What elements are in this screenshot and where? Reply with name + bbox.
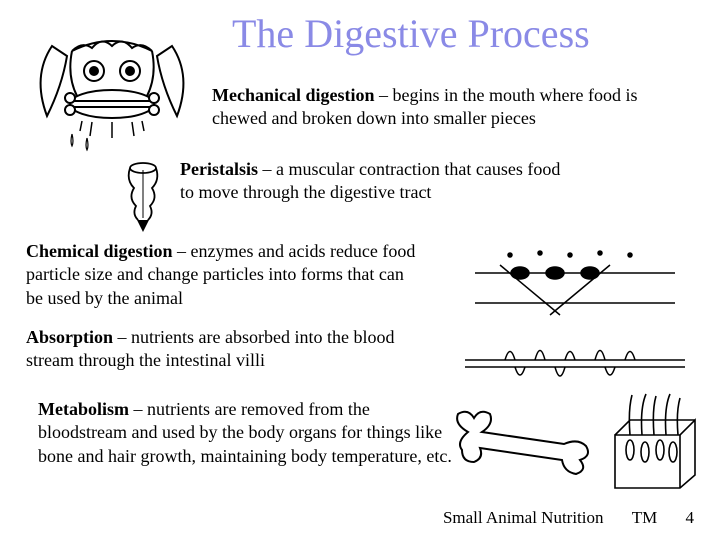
term-mechanical: Mechanical digestion xyxy=(212,85,375,105)
footer-page: 4 xyxy=(686,508,695,527)
absorption-definition: Absorption – nutrients are absorbed into… xyxy=(26,326,436,373)
term-metabolism: Metabolism xyxy=(38,399,129,419)
footer-code: TM xyxy=(632,508,658,527)
slide-title: The Digestive Process xyxy=(232,10,590,57)
slide-footer: Small Animal Nutrition TM 4 xyxy=(419,508,694,528)
hair-growth-illustration xyxy=(600,390,700,490)
chemical-digestion-definition: Chemical digestion – enzymes and acids r… xyxy=(26,240,416,310)
chemical-digestion-illustration xyxy=(470,245,680,325)
peristalsis-illustration xyxy=(122,162,164,232)
peristalsis-definition: Peristalsis – a muscular contraction tha… xyxy=(180,158,570,205)
bone-illustration xyxy=(448,400,598,480)
mechanical-digestion-definition: Mechanical digestion – begins in the mou… xyxy=(212,84,652,131)
absorption-illustration xyxy=(465,335,685,395)
footer-course: Small Animal Nutrition xyxy=(443,508,604,527)
term-chemical: Chemical digestion xyxy=(26,241,173,261)
metabolism-definition: Metabolism – nutrients are removed from … xyxy=(38,398,458,468)
dog-chewing-illustration xyxy=(22,26,202,156)
term-absorption: Absorption xyxy=(26,327,113,347)
term-peristalsis: Peristalsis xyxy=(180,159,258,179)
